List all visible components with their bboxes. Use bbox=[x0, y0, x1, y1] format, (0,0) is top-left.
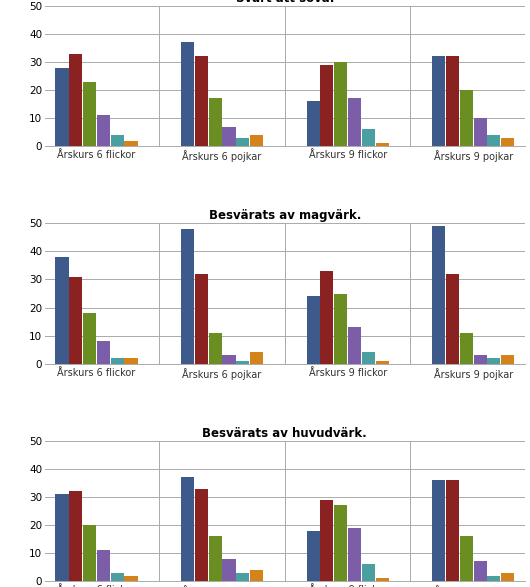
Bar bbox=[474, 355, 487, 364]
Bar bbox=[125, 140, 138, 146]
Title: Svårt att sova.: Svårt att sova. bbox=[236, 0, 334, 5]
Bar bbox=[488, 575, 500, 581]
Bar bbox=[97, 550, 110, 581]
Bar bbox=[125, 575, 138, 581]
Bar bbox=[362, 352, 375, 364]
Bar bbox=[69, 491, 82, 581]
Bar bbox=[223, 127, 235, 146]
Bar bbox=[488, 135, 500, 146]
Bar bbox=[446, 480, 459, 581]
Bar bbox=[56, 68, 68, 146]
Bar bbox=[181, 477, 194, 581]
Bar bbox=[111, 358, 124, 364]
Bar bbox=[460, 333, 473, 364]
Bar bbox=[195, 56, 208, 146]
Bar bbox=[181, 42, 194, 146]
Bar bbox=[250, 352, 263, 364]
Bar bbox=[320, 500, 333, 581]
Bar bbox=[460, 537, 473, 581]
Bar bbox=[432, 226, 445, 364]
Bar bbox=[69, 276, 82, 364]
Bar bbox=[460, 90, 473, 146]
Bar bbox=[209, 99, 222, 146]
Bar bbox=[195, 488, 208, 581]
Bar bbox=[446, 274, 459, 364]
Bar bbox=[432, 480, 445, 581]
Bar bbox=[250, 135, 263, 146]
Bar bbox=[209, 537, 222, 581]
Bar bbox=[320, 65, 333, 146]
Bar bbox=[376, 143, 388, 146]
Bar bbox=[348, 528, 361, 581]
Bar bbox=[334, 294, 347, 364]
Bar bbox=[181, 229, 194, 364]
Bar bbox=[501, 573, 514, 581]
Bar bbox=[306, 531, 320, 581]
Bar bbox=[334, 62, 347, 146]
Bar bbox=[83, 313, 96, 364]
Bar bbox=[320, 271, 333, 364]
Bar bbox=[236, 573, 250, 581]
Bar bbox=[236, 138, 250, 146]
Bar bbox=[348, 327, 361, 364]
Bar bbox=[334, 505, 347, 581]
Bar bbox=[376, 578, 388, 581]
Bar bbox=[111, 135, 124, 146]
Bar bbox=[83, 82, 96, 146]
Bar bbox=[111, 573, 124, 581]
Bar bbox=[348, 99, 361, 146]
Bar bbox=[250, 570, 263, 581]
Bar bbox=[223, 355, 235, 364]
Bar bbox=[362, 129, 375, 146]
Bar bbox=[362, 564, 375, 581]
Bar bbox=[56, 494, 68, 581]
Title: Besvärats av magvärk.: Besvärats av magvärk. bbox=[209, 209, 361, 222]
Bar bbox=[125, 358, 138, 364]
Bar bbox=[376, 361, 388, 364]
Bar bbox=[306, 296, 320, 364]
Bar bbox=[501, 355, 514, 364]
Bar bbox=[488, 358, 500, 364]
Bar bbox=[83, 525, 96, 581]
Bar bbox=[209, 333, 222, 364]
Bar bbox=[195, 274, 208, 364]
Bar bbox=[56, 257, 68, 364]
Bar bbox=[432, 56, 445, 146]
Bar bbox=[236, 361, 250, 364]
Bar bbox=[446, 56, 459, 146]
Bar bbox=[474, 118, 487, 146]
Bar bbox=[97, 341, 110, 364]
Bar bbox=[306, 102, 320, 146]
Bar bbox=[501, 138, 514, 146]
Bar bbox=[97, 115, 110, 146]
Bar bbox=[69, 53, 82, 146]
Bar bbox=[474, 562, 487, 581]
Title: Besvärats av huvudvärk.: Besvärats av huvudvärk. bbox=[202, 427, 367, 440]
Bar bbox=[223, 559, 235, 581]
